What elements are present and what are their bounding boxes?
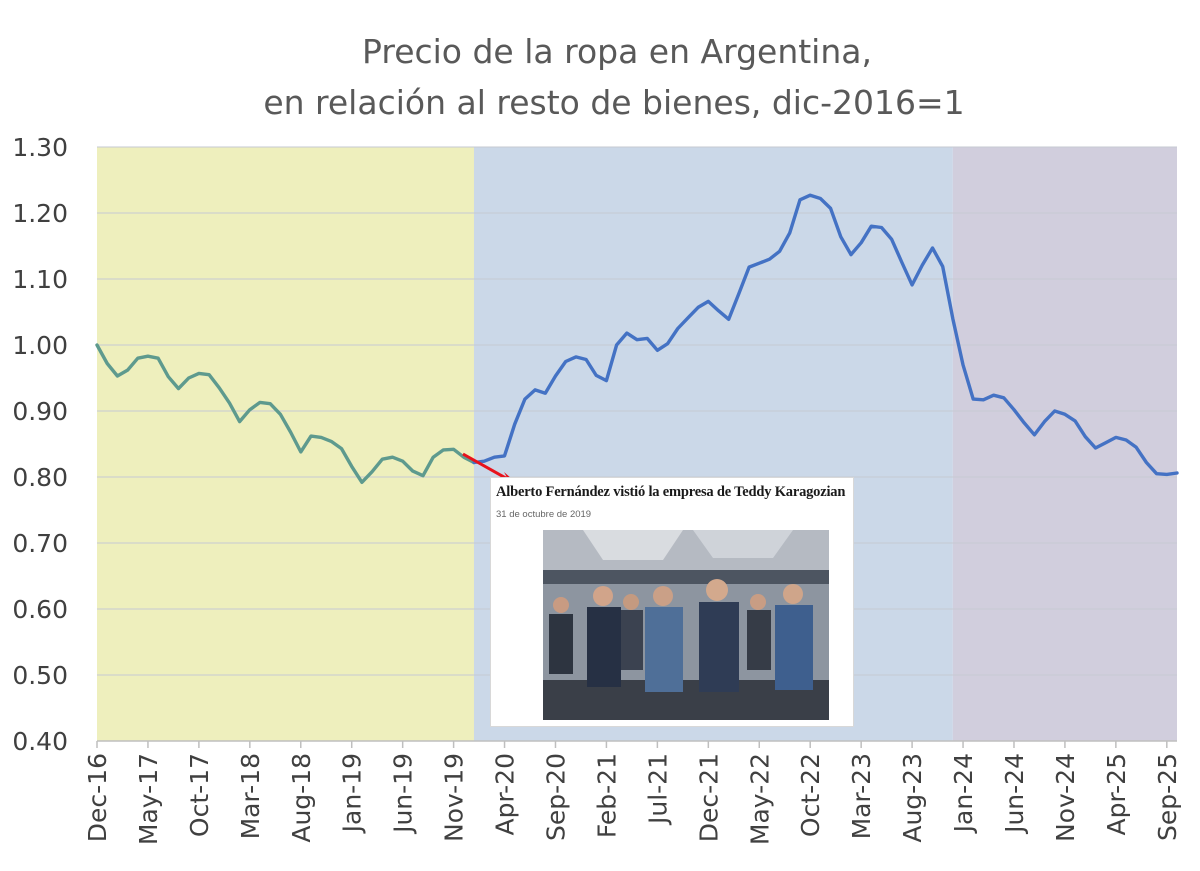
news-date: 31 de octubre de 2019 (496, 509, 592, 520)
series-line-blue-segment (472, 193, 1179, 477)
x-tick-label: Jun-24 (1000, 753, 1029, 835)
x-tick-label: Dec-16 (83, 753, 112, 842)
x-axis-ticks: Dec-16 May-17 Oct-17 Mar-18 Aug-18 Jan-19 Jun-… (83, 741, 1182, 845)
series-line (95, 193, 1179, 484)
x-tick-label: Mar-18 (236, 753, 265, 839)
y-tick-label: 0.40 (12, 727, 68, 756)
news-inset: Alberto Fernández vistió la empresa de T… (491, 478, 853, 726)
x-tick-label: Dec-21 (694, 753, 723, 842)
x-tick-label: Aug-23 (898, 753, 927, 843)
news-headline: Alberto Fernández vistió la empresa de T… (496, 484, 846, 500)
y-tick-label: 1.30 (12, 133, 68, 162)
x-tick-label: Apr-25 (1102, 753, 1131, 835)
news-photo (543, 530, 829, 720)
y-tick-label: 0.80 (12, 463, 68, 492)
x-tick-label: Nov-24 (1051, 753, 1080, 842)
arrow-shaft (462, 452, 512, 483)
chart-title-line-2: en relación al resto de bienes, dic-2016… (263, 83, 964, 122)
y-tick-label: 1.00 (12, 331, 68, 360)
chart-title: Precio de la ropa en Argentina, en relac… (263, 32, 964, 122)
x-tick-label: Jun-19 (389, 753, 418, 835)
x-tick-label: Oct-17 (185, 753, 214, 837)
y-tick-label: 0.90 (12, 397, 68, 426)
x-tick-label: May-17 (134, 753, 163, 845)
x-tick-label: Apr-20 (491, 753, 520, 835)
gridlines (97, 146, 1177, 676)
y-tick-label: 0.70 (12, 529, 68, 558)
y-tick-label: 0.60 (12, 595, 68, 624)
x-tick-label: Oct-22 (796, 753, 825, 837)
x-tick-label: Feb-21 (592, 753, 621, 838)
x-tick-label: Sep-25 (1153, 753, 1182, 841)
x-tick-label: May-22 (745, 753, 774, 845)
x-tick-label: Jan-19 (338, 753, 367, 834)
y-axis-ticks: 0.40 0.50 0.60 0.70 0.80 0.90 1.00 1.10 1.20 1.30 (12, 133, 68, 756)
y-tick-label: 1.10 (12, 265, 68, 294)
y-tick-label: 1.20 (12, 199, 68, 228)
y-tick-label: 0.50 (12, 661, 68, 690)
series-line-green-segment (95, 343, 476, 484)
x-tick-label: Mar-23 (847, 753, 876, 839)
period-band-1 (97, 147, 474, 741)
x-tick-label: Nov-19 (440, 753, 469, 842)
chart-title-line-1: Precio de la ropa en Argentina, (362, 32, 872, 71)
x-tick-label: Jul-21 (643, 753, 672, 826)
x-tick-label: Sep-20 (541, 753, 570, 841)
period-band-3 (952, 147, 1177, 741)
period-bands (97, 147, 1177, 741)
x-tick-label: Aug-18 (287, 753, 316, 843)
x-tick-label: Jan-24 (949, 753, 978, 834)
